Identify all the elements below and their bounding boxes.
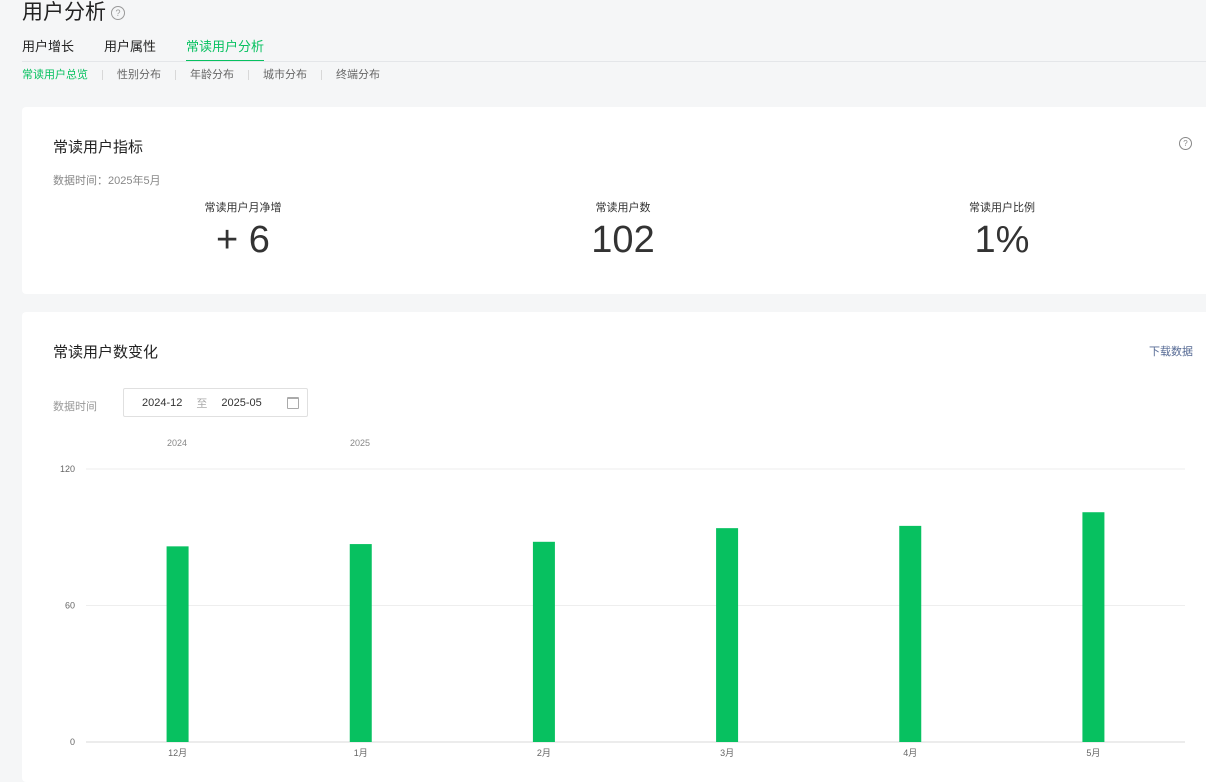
subtab-overview[interactable]: 常读用户总览 [22,69,88,81]
x-tick-label: 2月 [537,748,551,758]
metric-value: + 6 [216,219,270,261]
tab-user-attributes[interactable]: 用户属性 [104,39,157,54]
range-separator: 至 [196,397,208,410]
bar [532,541,555,742]
help-icon[interactable]: ? [1179,137,1192,150]
subtab-separator [321,70,322,80]
date-range-picker[interactable]: 2024-12 至 2025-05 [123,388,308,417]
date-range-label: 数据时间 [53,401,97,413]
metric-net-growth: 常读用户月净增 + 6 [123,199,363,261]
metrics-card-title: 常读用户指标 [53,139,144,156]
bar [1082,512,1105,742]
page-title-text: 用户分析 [22,1,106,24]
reader-count-bar-chart: 0 60 120 12月 1月 2月 3月 4月 5月 [60,464,1185,758]
metric-label: 常读用户月净增 [204,202,282,214]
subtab-separator [248,70,249,80]
y-tick-label: 60 [65,601,75,611]
tabs-divider [22,61,1206,62]
metric-label: 常读用户比例 [969,202,1035,214]
x-tick-label: 5月 [1086,748,1100,758]
main-tabs: 用户增长 用户属性 常读用户分析 [22,40,294,61]
metric-value: 1% [974,219,1030,261]
trend-card-title: 常读用户数变化 [53,344,159,361]
trend-card: 常读用户数变化 下载数据 数据时间 2024-12 至 2025-05 2024… [22,312,1206,782]
subtab-device[interactable]: 终端分布 [336,69,380,81]
bar [899,525,922,742]
y-tick-label: 120 [60,464,75,474]
metric-label: 常读用户数 [595,202,651,214]
year-label-2024: 2024 [167,438,188,448]
x-tick-label: 3月 [720,748,734,758]
metric-value: 102 [591,219,655,261]
page-title: 用户分析 ? [22,0,125,26]
x-tick-label: 4月 [903,748,917,758]
year-label-2025: 2025 [350,438,371,448]
help-icon[interactable]: ? [111,6,125,20]
range-end[interactable]: 2025-05 [221,396,262,409]
tab-user-growth[interactable]: 用户增长 [22,39,75,54]
range-start[interactable]: 2024-12 [142,396,183,409]
sub-tabs: 常读用户总览 性别分布 年龄分布 城市分布 终端分布 [22,68,380,82]
metric-reader-count: 常读用户数 102 [503,199,743,261]
data-time: 数据时间：2025年5月 [53,175,161,187]
y-tick-label: 0 [70,737,75,747]
subtab-separator [102,70,103,80]
x-tick-label: 1月 [354,748,368,758]
tab-frequent-reader-analysis[interactable]: 常读用户分析 [186,40,265,61]
metrics-card: 常读用户指标 ? 数据时间：2025年5月 常读用户月净增 + 6 常读用户数 … [22,107,1206,294]
bar [716,528,739,742]
calendar-icon[interactable] [287,397,299,409]
x-tick-label: 12月 [168,748,187,758]
bar [349,544,372,742]
subtab-separator [175,70,176,80]
download-data-link[interactable]: 下载数据 [1149,346,1193,358]
metric-reader-ratio: 常读用户比例 1% [882,199,1122,261]
subtab-gender[interactable]: 性别分布 [117,69,161,81]
subtab-age[interactable]: 年龄分布 [190,69,234,81]
bar [166,546,189,742]
subtab-city[interactable]: 城市分布 [263,69,307,81]
